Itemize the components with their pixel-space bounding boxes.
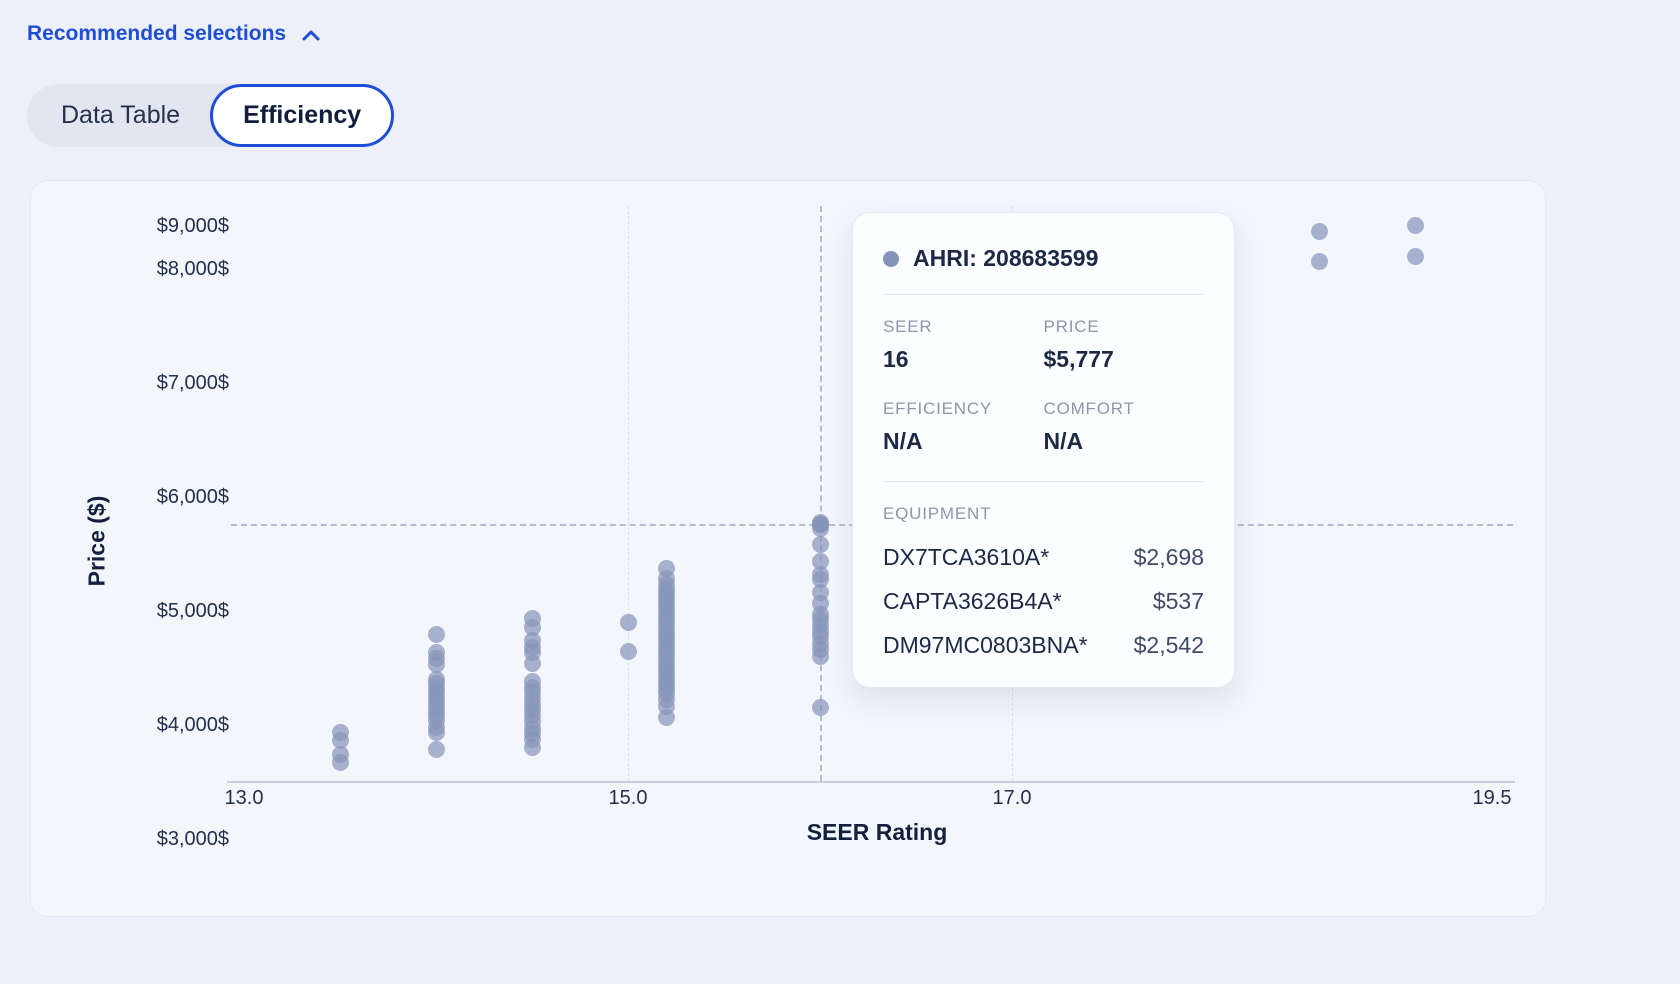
view-tabs: Data Table Efficiency [27,84,395,147]
equipment-row: DX7TCA3610A* $2,698 [883,544,1204,571]
y-tick-label: $3,000$ [156,828,229,850]
y-tick-label: $4,000$ [156,714,229,736]
stat-efficiency: EFFICIENCY N/A [883,399,1044,455]
y-axis-title: Price ($) [83,495,110,587]
y-tick-label: $7,000$ [156,372,229,394]
recommended-selections-label: Recommended selections [27,22,287,45]
scatter-plot[interactable]: Price ($) SEER Rating 13.0 15.0 17.0 19.5 $9… [31,181,1545,916]
recommended-selections-toggle[interactable]: Recommended selections [27,22,322,46]
selected-point[interactable] [811,515,829,533]
x-tick-label: 13.0 [224,787,264,809]
stat-seer: SEER 16 [883,317,1044,373]
tooltip-header: AHRI: 208683599 [883,245,1204,272]
scatter-point[interactable] [1406,247,1424,265]
tab-efficiency[interactable]: Efficiency [210,84,395,147]
scatter-point[interactable] [523,739,541,757]
scatter-point[interactable] [619,613,637,631]
divider [883,294,1204,295]
scatter-point[interactable] [811,699,829,717]
tooltip-stats: SEER 16 PRICE $5,777 EFFICIENCY N/A COMF… [883,317,1204,455]
scatter-point[interactable] [657,709,675,727]
point-color-swatch-icon [883,250,899,267]
scatter-point[interactable] [427,724,445,742]
scatter-point[interactable] [427,626,445,644]
stat-label: SEER [883,317,933,336]
scatter-point[interactable] [1406,216,1424,234]
scatter-point[interactable] [427,655,445,673]
stat-label: EFFICIENCY [883,399,993,418]
equipment-price: $2,542 [1133,632,1204,658]
crosshair-vertical [820,206,822,781]
x-gridline [628,206,629,781]
y-tick-label: $9,000$ [156,215,229,237]
equipment-price: $537 [1152,588,1204,614]
chevron-up-icon [302,30,320,41]
stat-value: $5,777 [1043,346,1114,372]
stat-price: PRICE $5,777 [1044,317,1205,373]
tooltip-title: AHRI: 208683599 [913,245,1099,271]
chart-card: Price ($) SEER Rating 13.0 15.0 17.0 19.5 $9… [30,180,1546,917]
tab-data-table[interactable]: Data Table [61,101,181,129]
scatter-point[interactable] [331,753,349,771]
scatter-point[interactable] [811,647,829,665]
scatter-point[interactable] [523,654,541,672]
scatter-point[interactable] [331,732,349,750]
point-tooltip: AHRI: 208683599 SEER 16 PRICE $5,777 EFF… [852,212,1235,688]
x-tick-label: 15.0 [608,787,648,809]
scatter-point[interactable] [1310,222,1328,240]
y-tick-label: $5,000$ [156,600,229,622]
stat-label: PRICE [1043,317,1100,336]
x-tick-label: 17.0 [992,787,1032,809]
equipment-row: DM97MC0803BNA* $2,542 [883,632,1204,659]
scatter-point[interactable] [619,643,637,661]
equipment-model: DX7TCA3610A* [883,544,1050,570]
scatter-point[interactable] [811,536,829,554]
y-tick-label: $8,000$ [156,258,229,280]
equipment-row: CAPTA3626B4A* $537 [883,588,1204,615]
x-axis-title: SEER Rating [806,819,948,845]
scatter-point[interactable] [1310,253,1328,271]
stat-comfort: COMFORT N/A [1044,399,1205,455]
equipment-model: CAPTA3626B4A* [883,588,1062,614]
stat-value: N/A [1043,428,1084,454]
x-tick-label: 19.5 [1472,787,1512,809]
stat-value: 16 [883,346,909,372]
stat-label: COMFORT [1043,399,1135,418]
equipment-price: $2,698 [1133,544,1204,570]
scatter-point[interactable] [427,741,445,759]
x-axis-line [227,781,1515,783]
stat-value: N/A [883,428,923,454]
equipment-section-label: EQUIPMENT [883,504,992,523]
y-tick-label: $6,000$ [156,486,229,508]
equipment-model: DM97MC0803BNA* [883,632,1088,658]
divider [883,481,1204,482]
